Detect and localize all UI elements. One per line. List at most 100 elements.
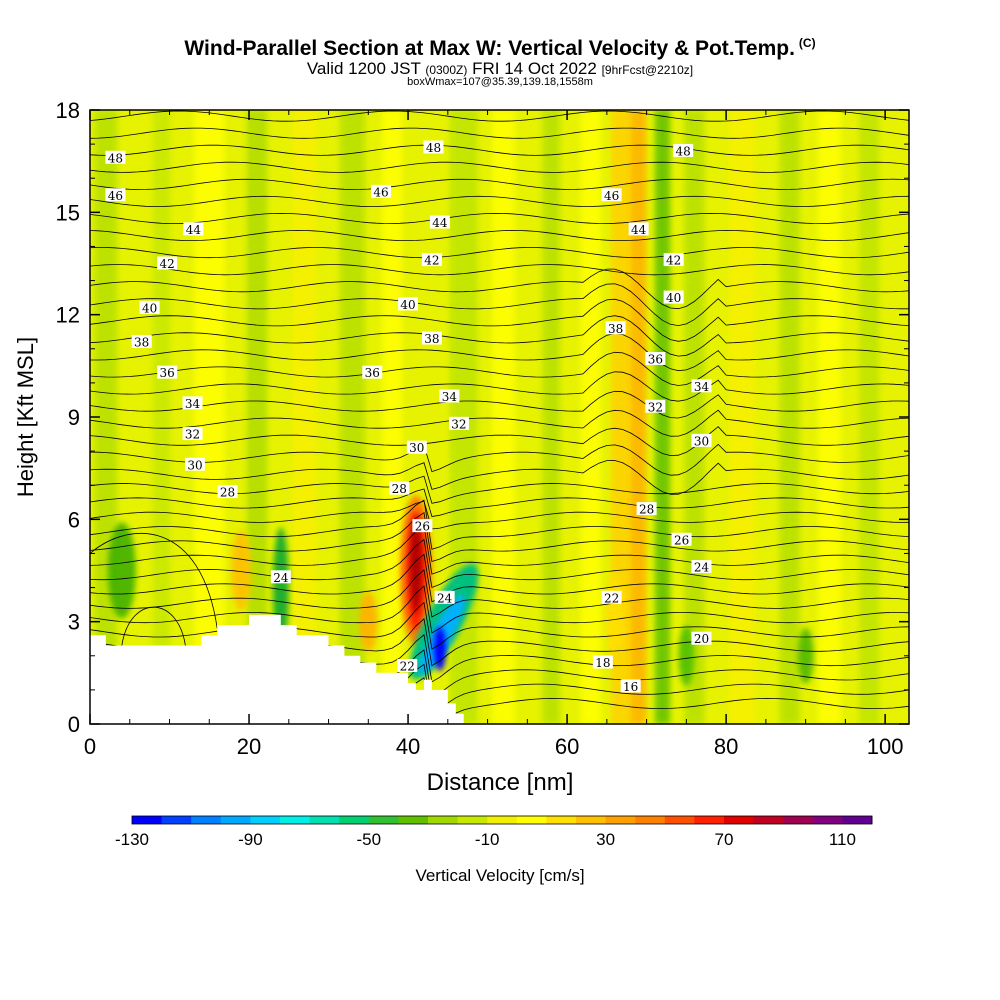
contour-label-text: 40 bbox=[142, 301, 157, 315]
velocity-band bbox=[152, 110, 171, 724]
contour-label-text: 34 bbox=[694, 380, 710, 394]
contour-label-box bbox=[421, 331, 442, 345]
x-tick-label: 100 bbox=[867, 734, 904, 759]
contour-label: 32 bbox=[448, 416, 469, 431]
colorbar-swatch bbox=[842, 816, 873, 824]
contour-label-text: 34 bbox=[442, 390, 458, 404]
colorbar-swatch bbox=[309, 816, 340, 824]
contour-label: 30 bbox=[184, 457, 205, 472]
contour-label: 32 bbox=[182, 427, 203, 442]
colorbar-swatch bbox=[753, 816, 784, 824]
colorbar-tick-label: -50 bbox=[357, 830, 382, 849]
contour-label-box bbox=[620, 679, 641, 693]
colorbar-swatch bbox=[191, 816, 222, 824]
isentrope-line bbox=[90, 127, 909, 139]
contour-label-box bbox=[406, 440, 427, 454]
contour-label-box bbox=[601, 590, 622, 604]
y-axis-label: Height [Kft MSL] bbox=[13, 337, 38, 497]
isentrope-line bbox=[90, 195, 909, 207]
contour-label: 22 bbox=[397, 659, 418, 674]
isentrope-line bbox=[90, 533, 218, 629]
contour-label-text: 30 bbox=[409, 441, 424, 455]
contour-label-text: 32 bbox=[185, 428, 200, 442]
colorbar: -130 -90 -50 -10 30 70 110 bbox=[115, 815, 873, 849]
contour-label-box bbox=[362, 365, 383, 379]
contour-label-text: 46 bbox=[373, 185, 388, 199]
contour-label-text: 26 bbox=[674, 533, 689, 547]
contour-label-text: 30 bbox=[694, 434, 709, 448]
velocity-feature bbox=[797, 627, 814, 684]
contour-label: 20 bbox=[691, 631, 712, 646]
y-tick-label: 12 bbox=[56, 303, 80, 328]
isentrope-line bbox=[90, 585, 909, 634]
contour-label-text: 34 bbox=[185, 397, 201, 411]
terrain bbox=[90, 614, 464, 724]
velocity-band bbox=[729, 110, 755, 724]
isentrope-line bbox=[90, 371, 909, 402]
velocity-feature bbox=[359, 591, 378, 652]
copyright-mark: (C) bbox=[798, 36, 816, 50]
contour-label-box bbox=[157, 365, 178, 379]
isentrope-line bbox=[90, 499, 909, 550]
contour-label: 46 bbox=[105, 188, 126, 203]
contour-label-box bbox=[423, 140, 444, 154]
contour-label: 24 bbox=[434, 590, 455, 605]
x-tick-label: 20 bbox=[237, 734, 261, 759]
colorbar-swatch bbox=[812, 816, 843, 824]
contour-label: 18 bbox=[592, 655, 613, 670]
y-tick-label: 9 bbox=[68, 405, 80, 430]
contour-label-box bbox=[671, 532, 692, 546]
contour-label: 26 bbox=[671, 532, 692, 547]
updraft-core bbox=[410, 517, 423, 614]
velocity-band bbox=[542, 110, 561, 724]
contour-label: 26 bbox=[412, 519, 433, 534]
contour-label-box bbox=[691, 379, 712, 393]
colorbar-swatch bbox=[576, 816, 607, 824]
contour-label-box bbox=[157, 256, 178, 270]
contour-label-text: 24 bbox=[437, 591, 453, 605]
contour-label-text: 30 bbox=[187, 458, 202, 472]
contour-label-box bbox=[673, 143, 694, 157]
contour-label-box bbox=[628, 222, 649, 236]
contour-label-box bbox=[389, 481, 410, 495]
contour-label: 24 bbox=[691, 560, 712, 575]
velocity-field bbox=[94, 110, 880, 724]
contour-label-box bbox=[645, 352, 666, 366]
contour-label-box bbox=[217, 485, 238, 499]
contour-label: 40 bbox=[663, 290, 684, 305]
isentrope-line bbox=[90, 553, 909, 603]
chart-title: Wind-Parallel Section at Max W: Vertical… bbox=[0, 36, 1000, 61]
contour-label: 42 bbox=[157, 256, 178, 271]
colorbar-swatch bbox=[724, 816, 755, 824]
contour-label: 36 bbox=[645, 352, 666, 367]
contour-label: 30 bbox=[691, 433, 712, 448]
velocity-feature bbox=[678, 625, 695, 686]
contour-label-text: 28 bbox=[639, 503, 654, 517]
contour-label-box bbox=[691, 433, 712, 447]
isentrope-line bbox=[90, 268, 909, 310]
contour-label-text: 40 bbox=[400, 298, 415, 312]
contour-label: 22 bbox=[601, 590, 622, 605]
contour-label: 34 bbox=[691, 379, 712, 394]
y-tick-label: 3 bbox=[68, 610, 80, 635]
y-tick-label: 15 bbox=[56, 200, 80, 225]
contour-label: 30 bbox=[406, 440, 427, 455]
contour-label-box bbox=[429, 215, 450, 229]
x-tick-label: 40 bbox=[396, 734, 420, 759]
contour-label: 38 bbox=[131, 334, 152, 349]
x-tick-label: 0 bbox=[84, 734, 96, 759]
contour-label-text: 22 bbox=[604, 591, 619, 605]
contour-label-box bbox=[105, 150, 126, 164]
colorbar-swatch bbox=[664, 816, 695, 824]
isentrope-line bbox=[90, 283, 909, 327]
contour-label-text: 36 bbox=[159, 366, 174, 380]
isentrope-line bbox=[90, 538, 909, 589]
title-text: Wind-Parallel Section at Max W: Vertical… bbox=[184, 37, 795, 60]
isentrope-line bbox=[90, 525, 909, 575]
velocity-band bbox=[246, 110, 268, 724]
contour-label-box bbox=[434, 590, 455, 604]
isentrope-line bbox=[90, 351, 909, 386]
colorbar-swatch bbox=[694, 816, 725, 824]
y-tick-label: 0 bbox=[68, 712, 80, 737]
